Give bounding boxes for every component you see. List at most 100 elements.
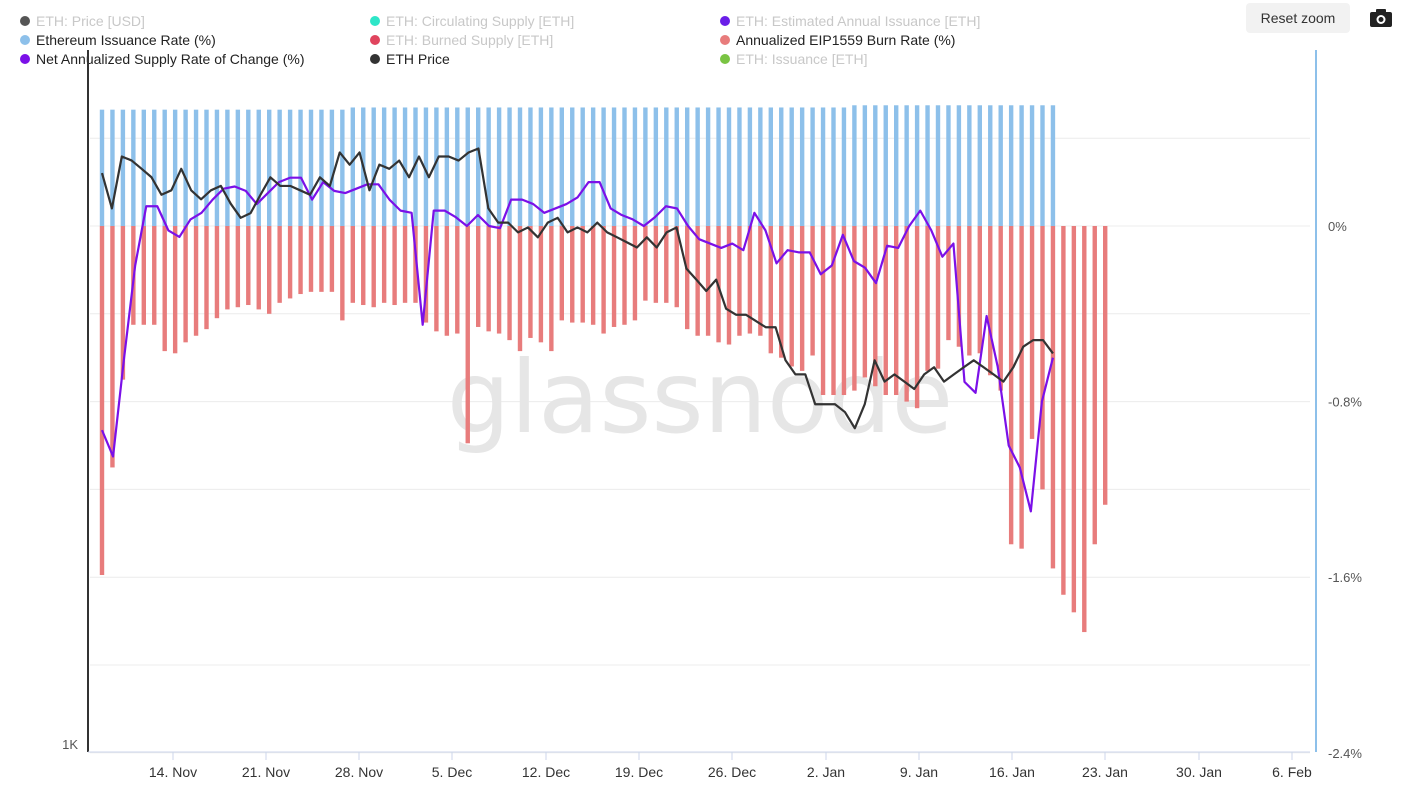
bar-mark bbox=[946, 105, 951, 226]
legend-label: Annualized EIP1559 Burn Rate (%) bbox=[736, 32, 956, 48]
bar-mark bbox=[831, 107, 836, 226]
bar-mark bbox=[277, 109, 282, 226]
bar-mark bbox=[883, 226, 888, 396]
x-tick-label: 9. Jan bbox=[900, 764, 938, 780]
bar-mark bbox=[120, 226, 126, 380]
bar-mark bbox=[559, 107, 564, 226]
bar-mark bbox=[99, 109, 105, 226]
bar-mark bbox=[298, 226, 303, 295]
bar-mark bbox=[423, 226, 429, 323]
bar-mark bbox=[131, 109, 136, 226]
bar-mark bbox=[225, 226, 230, 310]
bar-mark bbox=[225, 109, 230, 226]
bar-mark bbox=[737, 107, 742, 226]
legend-item[interactable]: ETH: Circulating Supply [ETH] bbox=[370, 12, 574, 30]
bar-mark bbox=[538, 107, 544, 226]
bar-mark bbox=[1071, 226, 1077, 613]
bar-mark bbox=[549, 226, 554, 352]
bar-mark bbox=[402, 107, 408, 226]
legend-item[interactable]: Annualized EIP1559 Burn Rate (%) bbox=[720, 31, 955, 49]
bar-mark bbox=[1029, 105, 1035, 226]
bar-mark bbox=[1103, 226, 1108, 505]
legend-dot-icon bbox=[720, 16, 730, 26]
bar-mark bbox=[287, 109, 293, 226]
legend-item[interactable]: Net Annualized Supply Rate of Change (%) bbox=[20, 50, 305, 68]
bar-mark bbox=[998, 226, 1003, 391]
bar-mark bbox=[935, 226, 941, 369]
legend-dot-icon bbox=[720, 54, 730, 64]
bar-mark bbox=[308, 109, 314, 226]
legend-item[interactable]: ETH: Estimated Annual Issuance [ETH] bbox=[720, 12, 980, 30]
bar-mark bbox=[371, 107, 376, 226]
legend-item[interactable]: ETH: Price [USD] bbox=[20, 12, 145, 30]
bar-mark bbox=[852, 105, 857, 226]
bar-mark bbox=[455, 107, 460, 226]
gridlines bbox=[90, 137, 1310, 754]
bar-mark bbox=[946, 226, 951, 341]
x-tick-label: 5. Dec bbox=[432, 764, 472, 780]
bar-mark bbox=[914, 226, 920, 409]
bar-mark bbox=[643, 107, 648, 226]
bar-mark bbox=[183, 109, 188, 226]
bar-mark bbox=[476, 226, 481, 327]
bar-mark bbox=[214, 226, 220, 319]
bar-mark bbox=[204, 226, 209, 330]
reset-zoom-button[interactable]: Reset zoom bbox=[1246, 3, 1350, 33]
bar-mark bbox=[496, 226, 502, 334]
bar-mark bbox=[162, 226, 167, 352]
bar-mark bbox=[789, 226, 794, 367]
right-axis-tick-label: -1.6% bbox=[1328, 570, 1362, 585]
bar-mark bbox=[841, 226, 847, 396]
legend-item[interactable]: ETH: Burned Supply [ETH] bbox=[370, 31, 553, 49]
bar-mark bbox=[611, 107, 617, 226]
bar-mark bbox=[967, 105, 972, 226]
bar-series bbox=[99, 105, 1108, 633]
legend-item[interactable]: ETH Price bbox=[370, 50, 450, 68]
x-tick-label: 23. Jan bbox=[1082, 764, 1128, 780]
bar-mark bbox=[517, 226, 523, 352]
legend-dot-icon bbox=[20, 35, 30, 45]
legend-dot-icon bbox=[370, 54, 380, 64]
bar-mark bbox=[361, 226, 366, 306]
bar-mark bbox=[601, 226, 606, 334]
bar-mark bbox=[643, 226, 648, 301]
bar-mark bbox=[517, 107, 523, 226]
bar-mark bbox=[256, 226, 261, 310]
camera-icon[interactable] bbox=[1369, 8, 1393, 28]
bar-mark bbox=[831, 226, 836, 396]
bar-mark bbox=[820, 107, 826, 226]
bar-mark bbox=[758, 107, 763, 226]
bar-mark bbox=[444, 226, 450, 336]
bar-mark bbox=[1019, 226, 1024, 549]
x-tick-label: 21. Nov bbox=[242, 764, 290, 780]
bar-mark bbox=[747, 226, 753, 334]
bar-mark bbox=[580, 226, 585, 323]
legend-item[interactable]: Ethereum Issuance Rate (%) bbox=[20, 31, 216, 49]
bar-mark bbox=[528, 226, 533, 338]
bar-mark bbox=[1061, 226, 1066, 595]
bar-mark bbox=[496, 107, 502, 226]
bar-mark bbox=[977, 226, 982, 354]
bar-mark bbox=[1008, 105, 1014, 226]
bar-mark bbox=[319, 109, 324, 226]
bar-mark bbox=[507, 107, 512, 226]
legend-dot-icon bbox=[370, 16, 380, 26]
bar-mark bbox=[747, 107, 753, 226]
x-tick-label: 6. Feb bbox=[1272, 764, 1312, 780]
legend-label: Net Annualized Supply Rate of Change (%) bbox=[36, 51, 305, 67]
bar-mark bbox=[172, 109, 178, 226]
x-tick-label: 28. Nov bbox=[335, 764, 383, 780]
bar-mark bbox=[768, 107, 773, 226]
x-tick-label: 30. Jan bbox=[1176, 764, 1222, 780]
bar-mark bbox=[873, 105, 878, 226]
bar-mark bbox=[99, 226, 105, 576]
bar-mark bbox=[340, 109, 345, 226]
bar-mark bbox=[810, 107, 815, 226]
legend-label: ETH Price bbox=[386, 51, 450, 67]
legend-item[interactable]: ETH: Issuance [ETH] bbox=[720, 50, 867, 68]
bar-mark bbox=[256, 109, 261, 226]
x-tick-label: 2. Jan bbox=[807, 764, 845, 780]
bar-mark bbox=[622, 107, 627, 226]
bar-mark bbox=[914, 105, 920, 226]
bar-mark bbox=[611, 226, 617, 327]
